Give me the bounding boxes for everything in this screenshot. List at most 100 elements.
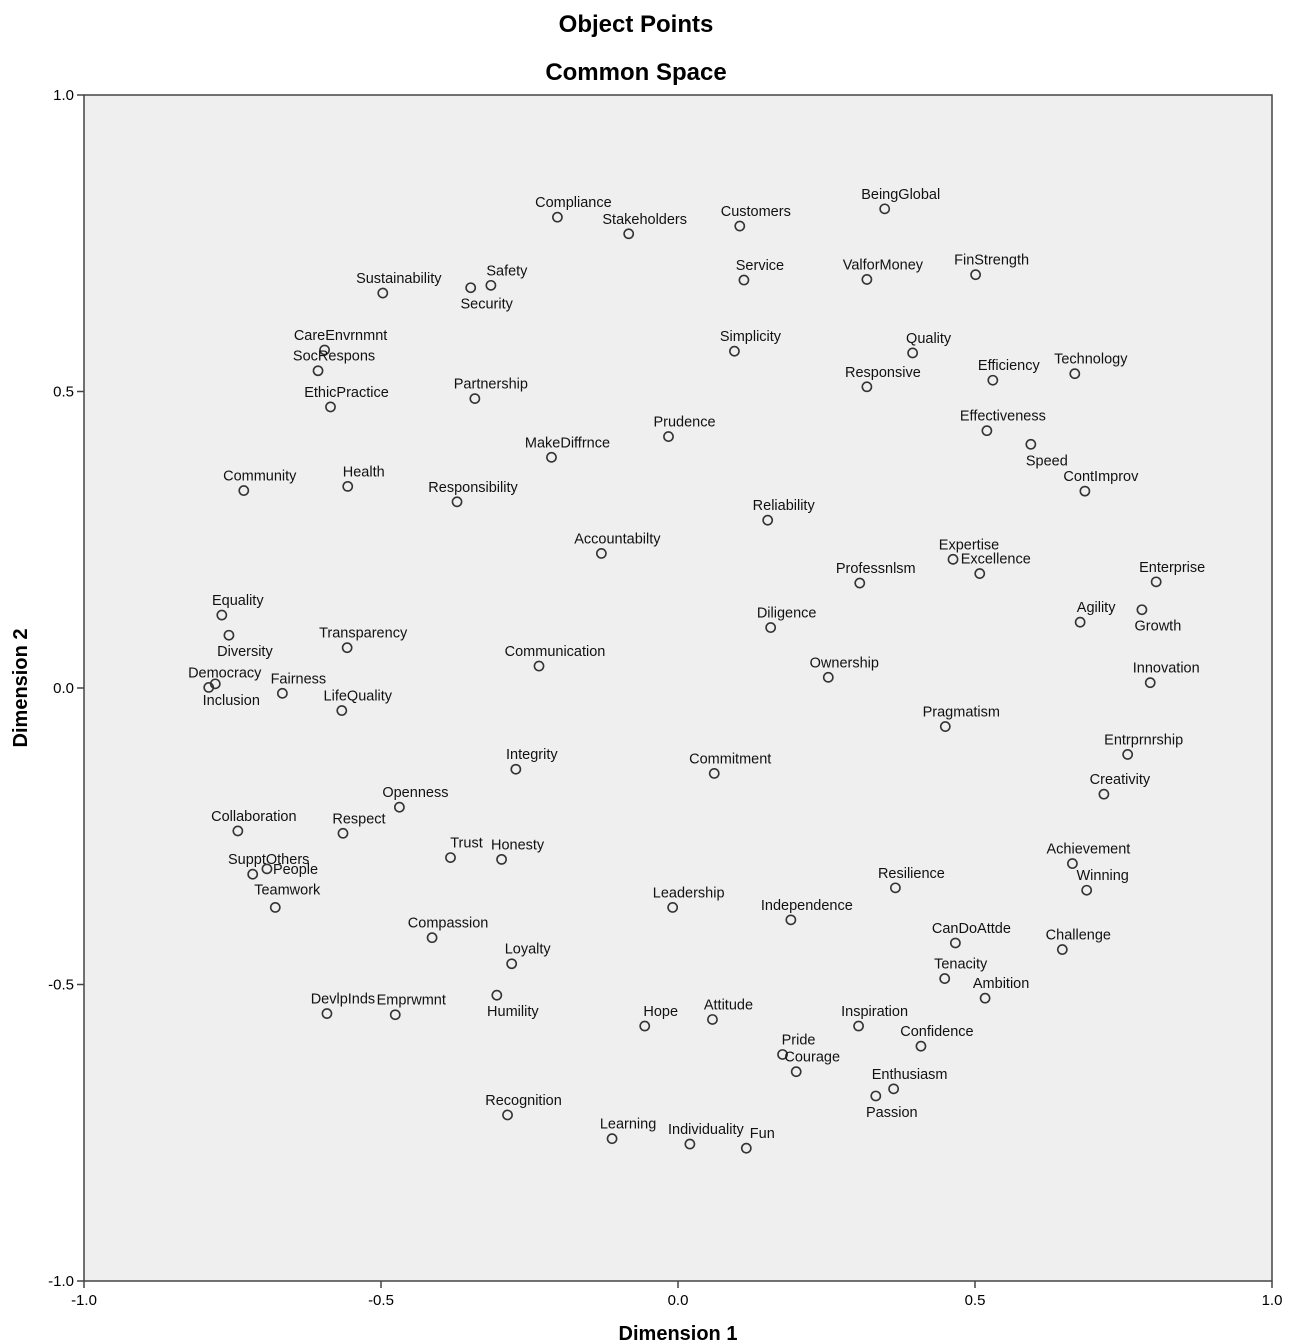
data-point-label: Enthusiasm xyxy=(872,1067,948,1083)
data-point xyxy=(740,1142,752,1154)
data-point-label: BeingGlobal xyxy=(861,187,940,203)
data-point xyxy=(216,609,228,621)
chart-subtitle: Common Space xyxy=(545,59,726,86)
data-point xyxy=(533,660,545,672)
data-point xyxy=(879,203,891,215)
data-point-label: Transparency xyxy=(319,626,408,642)
data-point-label: LifeQuality xyxy=(324,689,393,705)
data-point xyxy=(639,1020,651,1032)
data-point-label: Pragmatism xyxy=(923,705,1000,721)
data-point-label: Resilience xyxy=(878,866,945,882)
data-point xyxy=(491,989,503,1001)
data-point xyxy=(785,914,797,926)
data-point xyxy=(552,211,563,223)
data-point-label: Equality xyxy=(212,593,264,609)
data-point-label: Technology xyxy=(1054,352,1128,368)
data-point-label: DevlpInds xyxy=(311,992,375,1008)
data-point-label: ContImprov xyxy=(1063,469,1139,485)
data-point-label: Speed xyxy=(1026,453,1068,469)
data-point-label: Communication xyxy=(505,644,606,660)
data-point-label: Respect xyxy=(332,811,385,827)
data-point xyxy=(861,381,873,393)
data-point-label: Compassion xyxy=(408,916,489,932)
data-point xyxy=(888,1083,900,1095)
data-point xyxy=(1056,944,1068,955)
data-point-label: Prudence xyxy=(653,415,715,431)
data-point-label: Fun xyxy=(750,1126,775,1142)
data-point-label: Democracy xyxy=(188,665,262,681)
data-point-label: Effectiveness xyxy=(960,409,1046,425)
data-point xyxy=(276,687,288,699)
data-point-label: Inspiration xyxy=(841,1004,908,1020)
data-point-label: Recognition xyxy=(485,1093,562,1109)
y-tick-label: 0.5 xyxy=(53,384,74,401)
data-point xyxy=(853,1020,864,1032)
data-point xyxy=(238,485,250,496)
y-axis-title: Dimension 2 xyxy=(10,629,32,748)
data-point xyxy=(939,721,951,732)
data-point xyxy=(949,937,961,949)
data-point-label: Partnership xyxy=(454,377,528,393)
data-point xyxy=(915,1040,927,1052)
data-point-label: Integrity xyxy=(506,747,558,763)
data-point xyxy=(1150,576,1162,588)
data-point xyxy=(451,496,463,508)
data-point xyxy=(261,863,273,875)
data-point-label: Attitude xyxy=(704,997,753,1013)
data-point xyxy=(1067,858,1078,869)
data-point xyxy=(325,401,336,413)
data-point xyxy=(890,882,901,894)
data-point-label: Responsive xyxy=(845,365,921,381)
data-point xyxy=(485,279,497,291)
data-point xyxy=(663,431,674,442)
data-point xyxy=(1122,749,1134,760)
data-point xyxy=(595,547,607,559)
data-point-label: Leadership xyxy=(653,885,725,901)
data-point-label: EthicPractice xyxy=(304,385,389,401)
data-point xyxy=(394,801,405,813)
data-point xyxy=(546,451,557,463)
data-point-label: Achievement xyxy=(1047,842,1131,858)
data-point-label: People xyxy=(273,862,318,878)
data-point-label: Agility xyxy=(1077,600,1116,616)
data-point-label: Diligence xyxy=(757,606,817,622)
data-point-label: CanDoAttde xyxy=(932,921,1011,937)
data-point xyxy=(606,1133,618,1145)
data-point xyxy=(623,228,635,240)
data-point-label: Teamwork xyxy=(254,882,321,898)
data-point xyxy=(312,365,324,377)
data-point-label: Inclusion xyxy=(203,693,260,709)
data-point xyxy=(667,902,679,913)
data-point-label: Simplicity xyxy=(720,329,782,345)
data-point-label: Tenacity xyxy=(934,957,988,973)
data-point xyxy=(738,274,750,286)
y-tick-label: -0.5 xyxy=(48,977,74,994)
data-point-label: Learning xyxy=(600,1117,656,1133)
data-point xyxy=(762,514,774,526)
data-point xyxy=(502,1109,513,1121)
data-point-label: Reliability xyxy=(753,498,816,514)
plot-area xyxy=(83,94,1273,1282)
data-point-label: Efficiency xyxy=(978,358,1041,374)
data-point-label: Responsibility xyxy=(428,480,518,496)
x-tick-label: 0.5 xyxy=(965,1292,986,1309)
data-point-label: Health xyxy=(343,464,385,480)
data-point xyxy=(1098,788,1110,800)
data-point-label: Diversity xyxy=(217,644,273,660)
data-point xyxy=(974,568,986,579)
x-axis: -1.0 -0.5 0.0 0.5 1.0 xyxy=(71,1281,1282,1309)
data-point xyxy=(708,767,720,779)
data-point xyxy=(1081,884,1093,896)
data-point-label: Entrprnrship xyxy=(1104,732,1183,748)
data-point xyxy=(907,347,919,359)
data-point-label: Excellence xyxy=(961,552,1031,568)
data-point-label: ValforMoney xyxy=(843,257,924,273)
data-point-label: Enterprise xyxy=(1139,560,1205,576)
data-point xyxy=(469,393,481,405)
data-point xyxy=(223,629,235,641)
data-point-label: Quality xyxy=(906,331,952,347)
data-point-label: Independence xyxy=(761,898,853,914)
data-point-label: Commitment xyxy=(689,751,771,767)
data-point-label: Hope xyxy=(643,1004,678,1020)
data-point-label: Honesty xyxy=(491,837,545,853)
